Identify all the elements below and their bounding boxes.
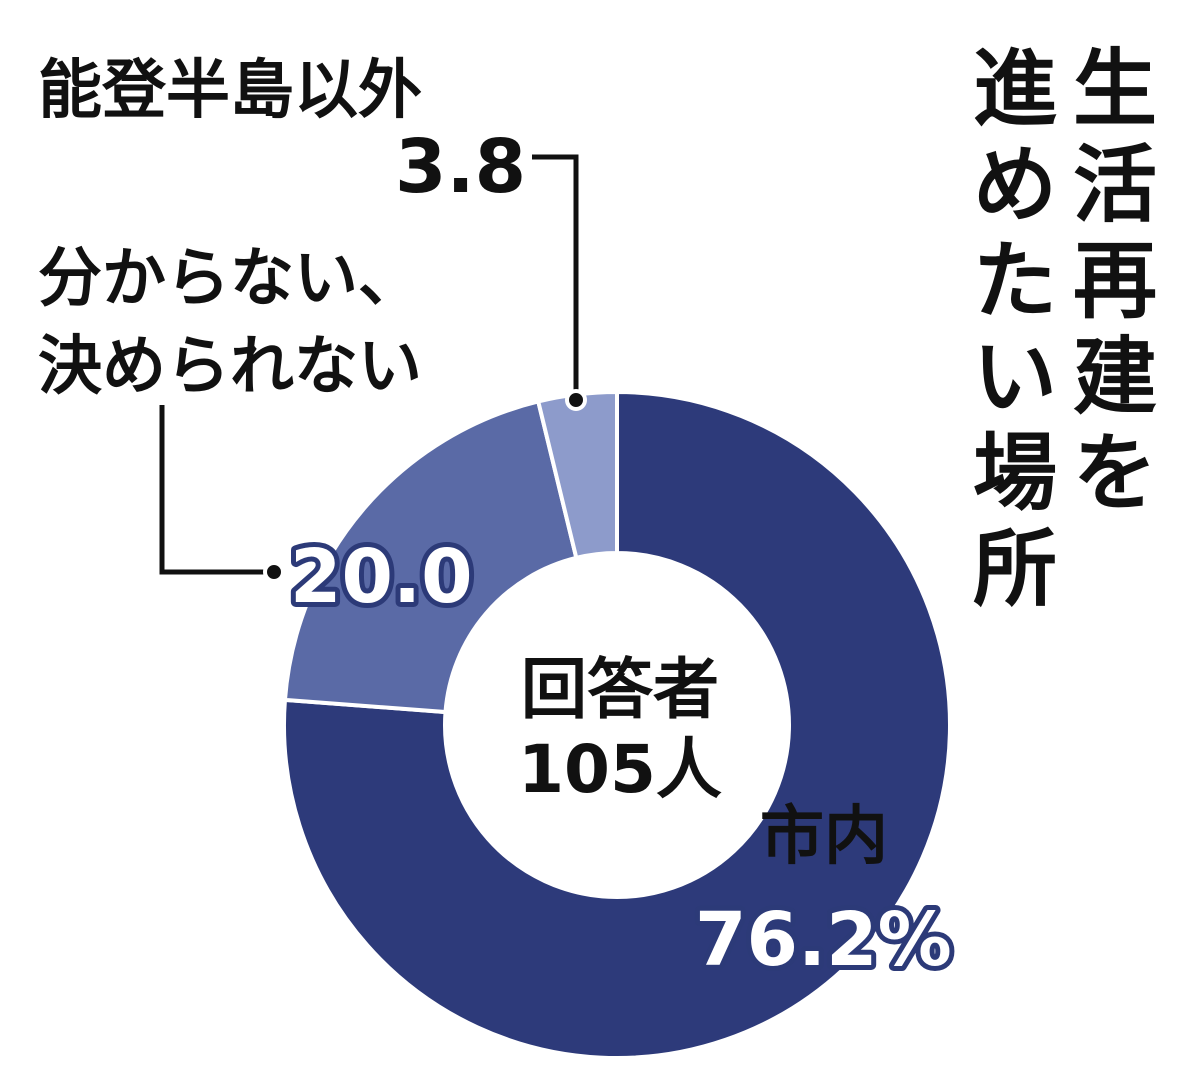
leader-dot-unknown bbox=[263, 561, 285, 583]
label-unknown-line1: 分からない、 bbox=[38, 242, 422, 316]
slice-city bbox=[282, 389, 952, 1060]
donut-slices bbox=[282, 389, 952, 1060]
center-label-line2: 105人 bbox=[518, 731, 722, 808]
label-unknown-line2: 決められない bbox=[38, 330, 422, 404]
leader-line-unknown bbox=[159, 405, 272, 575]
slice-outside bbox=[535, 389, 619, 561]
chart-title-col2: 進めたい場所 bbox=[973, 40, 1057, 618]
label-outside: 能登半島以外 bbox=[38, 54, 422, 128]
leader-dot-outside bbox=[565, 389, 587, 411]
leader-line-outside bbox=[532, 154, 579, 397]
slice-unknown bbox=[282, 399, 579, 715]
center-label-line1: 回答者 bbox=[521, 651, 719, 728]
value-outside: 3.8 bbox=[395, 124, 526, 210]
label-city: 市内 bbox=[760, 800, 888, 874]
value-unknown: 20.0 bbox=[290, 534, 473, 620]
value-city: 76.2% bbox=[695, 897, 952, 983]
chart-title-col1: 生活再建を bbox=[1073, 40, 1157, 522]
